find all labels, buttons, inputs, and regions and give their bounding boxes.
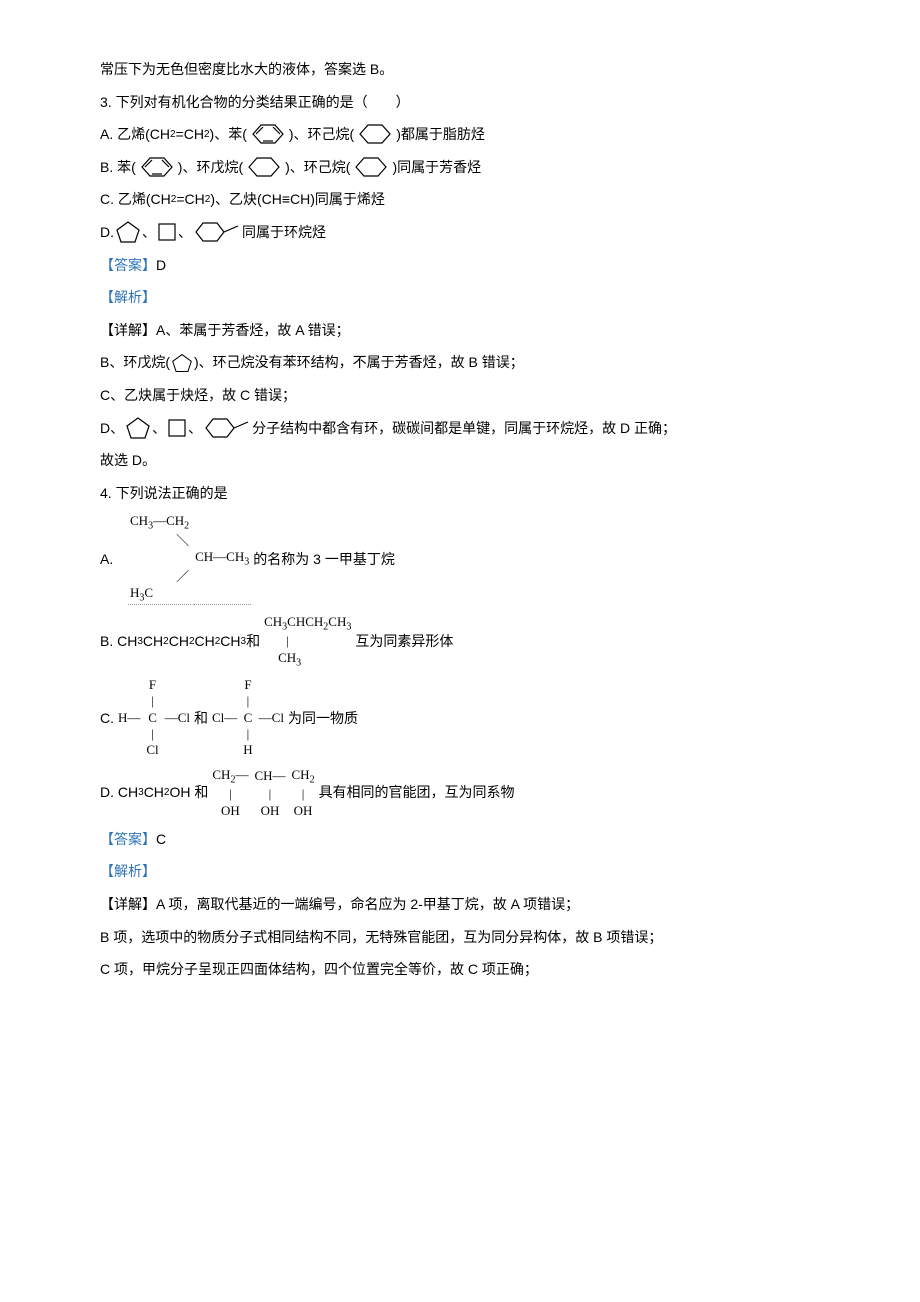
t: B、环戊烷( [100,349,170,376]
q3-conc: 故选 D。 [100,447,156,474]
q4-optC: C. F | H—C—Cl | Cl 和 F | Cl—C—Cl | H 为同一… [100,676,920,759]
t: 互为同素异形体 [355,628,453,655]
t: 、 [142,219,156,246]
t: 、 [188,415,202,442]
t: 和 [246,628,260,655]
t: )、环己烷没有苯环结构，不属于芳香烃，故 B 错误； [194,349,524,376]
pentagon-icon [114,219,142,245]
t: CH [195,628,215,655]
t: =CH [176,186,204,213]
q3-stem: 3. 下列对有机化合物的分类结果正确的是（ ） [100,89,410,116]
t: 为同一物质 [288,705,358,732]
structure-C1: F | H—C—Cl | Cl [114,676,194,759]
q3-optB: B. 苯( )、环戊烷( )、环己烷( )同属于芳香烃 [100,154,920,181]
t: CH [144,779,164,806]
t: D. CH [100,779,138,806]
q3-optA-t1: A. 乙烯(CH [100,121,170,148]
q3-optC: C. 乙烯(CH2=CH2)、乙炔(CH≡CH)同属于烯烃 [100,186,920,213]
t: 、 [178,219,192,246]
q4-optD: D. CH3CH2OH 和 CH2—CH—CH2 ||| OHOHOH 具有相同… [100,766,920,820]
t: =CH [176,121,204,148]
detail-label: 【详解】 [100,317,156,344]
q4-stem: 4. 下列说法正确的是 [100,480,228,507]
t: 的名称为 3 一甲基丁烷 [253,546,395,573]
hexagon-icon [243,154,285,180]
square-icon [156,221,178,243]
hexagon-tail-icon [202,415,252,441]
answer-label: 【答案】 [100,826,156,853]
t: )同属于芳香烃 [392,154,481,181]
t: B. CH [100,628,137,655]
t: )、环戊烷( [178,154,243,181]
t: 分子结构中都含有环，碳碳间都是单键，同属于环烷烃，故 D 正确； [252,415,676,442]
detail-label: 【详解】 [100,891,156,918]
t: 具有相同的官能团，互为同系物 [319,779,515,806]
t: C. 乙烯(CH [100,186,171,213]
t: )、乙炔(CH≡CH)同属于烯烃 [210,186,385,213]
structure-D: CH2—CH—CH2 ||| OHOHOH [208,766,318,820]
pentagon-icon [124,415,152,441]
t: )、环己烷( [285,154,350,181]
t: B. 苯( [100,154,136,181]
q4-optA: A. CH3—CH2 ＼ CH—CH3 ／ H3C 的名称为 3 一甲基丁烷 [100,512,920,606]
hexagon-icon [350,154,392,180]
label: A. [100,546,126,573]
q3-detB: B、环戊烷( )、环己烷没有苯环结构，不属于芳香烃，故 B 错误； [100,349,920,376]
q3-detC: C、乙炔属于炔烃，故 C 错误； [100,382,296,409]
answer-value: D [156,252,166,279]
pentagon-icon [170,352,194,374]
q3-detA: A、苯属于芳香烃，故 A 错误； [156,317,350,344]
jiexi-label: 【解析】 [100,858,156,885]
answer-label: 【答案】 [100,252,156,279]
q4-detC: C 项，甲烷分子呈现正四面体结构，四个位置完全等价，故 C 项正确； [100,956,538,983]
structure-C2: F | Cl—C—Cl | H [208,676,288,759]
structure-A: CH3—CH2 ＼ CH—CH3 ／ H3C [126,512,253,606]
q3-optA: A. 乙烯(CH2=CH2)、苯( )、环己烷( )都属于脂肪烃 [100,121,920,148]
q4-optB: B. CH3CH2CH2CH2CH3 和 CH3CHCH2CH3 | CH3 互… [100,613,920,670]
t: OH 和 [169,779,208,806]
t: C. [100,705,114,732]
q3-detD: D、 、 、 分子结构中都含有环，碳碳间都是单键，同属于环烷烃，故 D 正确； [100,415,920,442]
t: CH [169,628,189,655]
benzene-icon [136,154,178,180]
q4-detA: A 项，离取代基近的一端编号，命名应为 2-甲基丁烷，故 A 项错误； [156,891,579,918]
t: CH [143,628,163,655]
t: 、 [152,415,166,442]
jiexi-label: 【解析】 [100,284,156,311]
t: )、苯( [210,121,247,148]
answer-value: C [156,826,166,853]
square-icon [166,417,188,439]
t: 同属于环烷烃 [242,219,326,246]
t: )、环己烷( [289,121,354,148]
t: CH [220,628,240,655]
benzene-icon [247,121,289,147]
intro-text: 常压下为无色但密度比水大的液体，答案选 B。 [100,56,393,83]
hexagon-tail-icon [192,219,242,245]
t: D. [100,219,114,246]
hexagon-icon [354,121,396,147]
t: )都属于脂肪烃 [396,121,485,148]
q4-detB: B 项，选项中的物质分子式相同结构不同，无特殊官能团，互为同分异构体，故 B 项… [100,924,662,951]
t: D、 [100,415,124,442]
t: 和 [194,705,208,732]
q3-optD: D. 、 、 同属于环烷烃 [100,219,920,246]
structure-B: CH3CHCH2CH3 | CH3 [260,613,355,670]
